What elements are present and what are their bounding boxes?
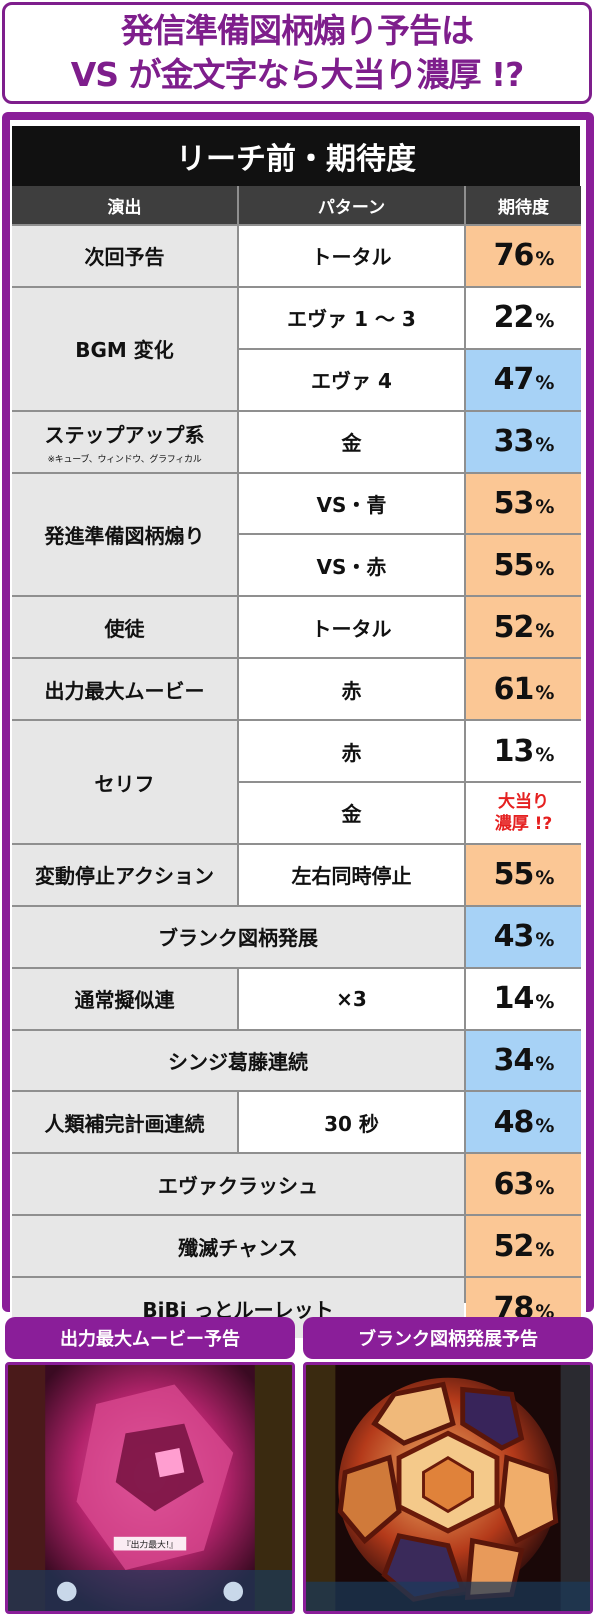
percent-unit: %	[535, 248, 554, 271]
row-label-movie: 出力最大ムービー	[12, 659, 237, 720]
row-rate-movie: 61%	[466, 659, 581, 720]
percent-unit: %	[535, 1238, 554, 1261]
row-label-jinrui: 人類補完計画連続	[12, 1092, 237, 1153]
header-pattern: パターン	[239, 186, 464, 224]
row-rate-hendou: 55%	[466, 844, 581, 905]
percent-unit: %	[535, 867, 554, 890]
row-rate-jinrui: 48%	[466, 1092, 581, 1153]
row-pattern-bgm-a: エヴァ 1 ～ 3	[239, 287, 464, 348]
percent-unit: %	[535, 434, 554, 457]
row-rate-senmetsu: 52%	[466, 1216, 581, 1277]
jackpot-line-2: 濃厚 !?	[494, 813, 553, 834]
header-effect: 演出	[12, 186, 237, 224]
row-pattern-hasshin-a: VS・青	[239, 473, 464, 534]
percent-unit: %	[535, 929, 554, 952]
row-label-serif: セリフ	[12, 721, 237, 843]
row-pattern-bgm-b: エヴァ 4	[239, 349, 464, 410]
row-pattern-serif-b: 金	[239, 783, 464, 843]
row-rate-crash: 63%	[466, 1154, 581, 1215]
percent-unit: %	[535, 743, 554, 766]
row-rate-hasshin-b: 55%	[466, 535, 581, 596]
percent-unit: %	[535, 310, 554, 333]
row-rate-shinji: 34%	[466, 1030, 581, 1091]
rate-value: 47	[493, 362, 535, 398]
stepup-label: ステップアップ系	[44, 422, 205, 447]
row-pattern-stepup: 金	[239, 411, 464, 472]
row-rate-gijiren: 14%	[466, 968, 581, 1029]
rate-value: 22	[493, 300, 535, 336]
row-rate-stepup: 33%	[466, 411, 581, 472]
row-rate-jikai: 76%	[466, 226, 581, 286]
percent-unit: %	[535, 557, 554, 580]
percent-unit: %	[535, 681, 554, 704]
rate-value: 76	[493, 238, 535, 274]
row-label-hasshin: 発進準備図柄煽り	[12, 473, 237, 596]
jackpot-line-1: 大当り	[498, 791, 549, 812]
stepup-note: ※キューブ、ウィンドウ、グラフィカル	[47, 454, 202, 465]
row-rate-serif-a: 13%	[466, 721, 581, 782]
row-pattern-gijiren: ×3	[239, 968, 464, 1029]
row-pattern-shito: トータル	[239, 597, 464, 658]
row-label-stepup: ステップアップ系 ※キューブ、ウィンドウ、グラフィカル	[12, 411, 237, 472]
row-pattern-hendou: 左右同時停止	[239, 844, 464, 905]
percent-unit: %	[535, 496, 554, 518]
row-rate-blank: 43%	[466, 906, 581, 967]
row-pattern-movie: 赤	[239, 659, 464, 720]
rate-value: 61	[493, 671, 535, 707]
movie-preview-image: 『出力最大!』	[5, 1362, 295, 1614]
row-label-shinji: シンジ葛藤連続	[12, 1030, 464, 1091]
row-rate-bgm-b: 47%	[466, 349, 581, 410]
percent-unit: %	[535, 1053, 554, 1076]
row-rate-serif-b: 大当り 濃厚 !?	[466, 783, 581, 843]
row-label-shito: 使徒	[12, 597, 237, 658]
rate-value: 34	[493, 1043, 535, 1079]
row-pattern-serif-a: 赤	[239, 721, 464, 782]
blank-preview-image	[303, 1362, 593, 1614]
rate-value: 48	[493, 1104, 535, 1140]
row-rate-hasshin-a: 53%	[466, 473, 581, 534]
rate-value: 55	[493, 547, 535, 583]
rate-value: 13	[493, 733, 535, 769]
headline-line-1: 発信準備図柄煽り予告は	[121, 11, 474, 50]
header-rate: 期待度	[466, 186, 581, 224]
headline-line-2: VS が金文字なら大当り濃厚 !?	[70, 55, 524, 94]
rate-value: 43	[493, 919, 535, 955]
percent-unit: %	[535, 991, 554, 1014]
headline: 発信準備図柄煽り予告は VS が金文字なら大当り濃厚 !?	[2, 2, 592, 104]
expectation-table: 演出 パターン 期待度 次回予告 トータル 76% BGM 変化 エヴァ 1 ～…	[12, 186, 581, 1339]
rate-value: 33	[493, 424, 535, 460]
percent-unit: %	[535, 619, 554, 642]
percent-unit: %	[535, 1114, 554, 1137]
rate-value: 14	[493, 981, 535, 1017]
row-label-blank: ブランク図柄発展	[12, 906, 464, 967]
table-title: リーチ前・期待度	[12, 126, 580, 186]
row-label-hendou: 変動停止アクション	[12, 844, 237, 905]
rate-value: 55	[493, 857, 535, 893]
row-pattern-hasshin-b: VS・赤	[239, 535, 464, 596]
row-label-gijiren: 通常擬似連	[12, 968, 237, 1029]
row-rate-shito: 52%	[466, 597, 581, 658]
movie-overlay-text: 『出力最大!』	[122, 1539, 178, 1551]
rate-value: 63	[493, 1166, 535, 1202]
caption-movie-preview: 出力最大ムービー予告	[5, 1317, 295, 1359]
row-label-crash: エヴァクラッシュ	[12, 1154, 464, 1215]
row-label-bgm: BGM 変化	[12, 287, 237, 410]
row-label-senmetsu: 殲滅チャンス	[12, 1216, 464, 1277]
rate-value: 52	[493, 1228, 535, 1264]
row-pattern-jikai: トータル	[239, 226, 464, 286]
caption-blank-preview: ブランク図柄発展予告	[303, 1317, 593, 1359]
row-label-jikai: 次回予告	[12, 226, 237, 286]
percent-unit: %	[535, 1176, 554, 1199]
row-rate-bgm-a: 22%	[466, 287, 581, 348]
rate-value: 52	[493, 609, 535, 645]
row-pattern-jinrui: 30 秒	[239, 1092, 464, 1153]
percent-unit: %	[535, 372, 554, 395]
rate-value: 53	[493, 486, 535, 521]
